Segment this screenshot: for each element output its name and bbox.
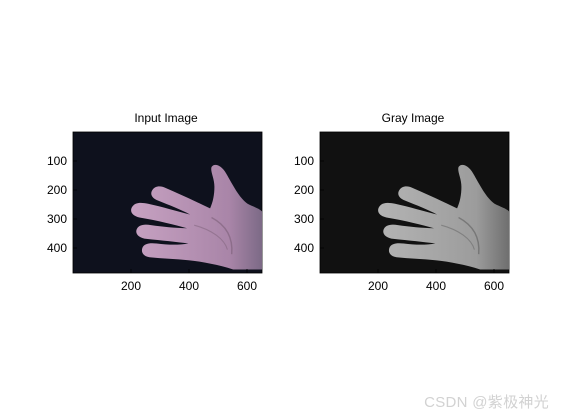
watermark: CSDN @紫极神光 <box>424 394 549 411</box>
panel-title: Input Image <box>134 111 198 125</box>
x-tick-label: 400 <box>426 279 446 293</box>
y-tick-label: 200 <box>47 183 67 197</box>
y-axis-ticks: 100 200 300 400 <box>47 154 77 255</box>
y-tick-label: 200 <box>294 183 314 197</box>
x-tick-label: 200 <box>121 279 141 293</box>
hand-image <box>378 165 509 270</box>
y-tick-label: 400 <box>294 241 314 255</box>
panel-input-image: Input Image 100 200 300 400 200 400 60 <box>47 111 263 293</box>
y-axis-ticks: 100 200 300 400 <box>294 154 324 255</box>
x-tick-label: 200 <box>368 279 388 293</box>
x-tick-label: 600 <box>237 279 257 293</box>
y-tick-label: 400 <box>47 241 67 255</box>
x-axis-ticks: 200 400 600 <box>121 269 257 293</box>
x-tick-label: 600 <box>484 279 504 293</box>
x-tick-label: 400 <box>179 279 199 293</box>
y-tick-label: 100 <box>294 154 314 168</box>
y-tick-label: 100 <box>47 154 67 168</box>
y-tick-label: 300 <box>47 212 67 226</box>
panel-gray-image: Gray Image 100 200 300 400 200 400 600 <box>294 111 510 293</box>
y-tick-label: 300 <box>294 212 314 226</box>
hand-image <box>131 165 262 270</box>
panel-title: Gray Image <box>382 111 445 125</box>
x-axis-ticks: 200 400 600 <box>368 269 504 293</box>
